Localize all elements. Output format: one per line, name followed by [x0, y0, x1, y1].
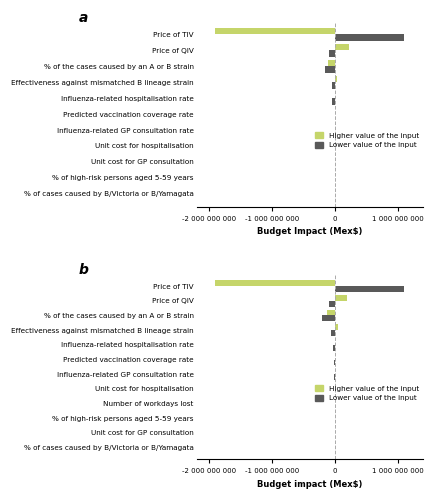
Legend: Higher value of the input, Lower value of the input: Higher value of the input, Lower value o… [315, 132, 419, 148]
Bar [335, 34, 404, 40]
Bar [334, 360, 335, 366]
Bar [322, 316, 335, 322]
Bar [327, 310, 335, 316]
Bar [328, 60, 335, 66]
Bar [335, 76, 337, 82]
Bar [332, 330, 335, 336]
Bar [335, 286, 404, 292]
Bar [215, 280, 335, 286]
Bar [335, 44, 349, 51]
Text: b: b [79, 264, 89, 278]
Bar [332, 345, 335, 350]
Bar [215, 28, 335, 34]
Bar [332, 82, 335, 88]
Bar [329, 50, 335, 56]
Bar [329, 301, 335, 306]
X-axis label: Budget impact (Mex$): Budget impact (Mex$) [257, 480, 362, 489]
Legend: Higher value of the input, Lower value of the input: Higher value of the input, Lower value o… [315, 386, 419, 401]
Bar [334, 374, 335, 380]
X-axis label: Budget Impact (Mex$): Budget Impact (Mex$) [257, 227, 362, 236]
Bar [332, 98, 335, 104]
Bar [325, 66, 335, 72]
Text: a: a [79, 10, 88, 24]
Bar [335, 324, 338, 330]
Bar [335, 295, 348, 301]
